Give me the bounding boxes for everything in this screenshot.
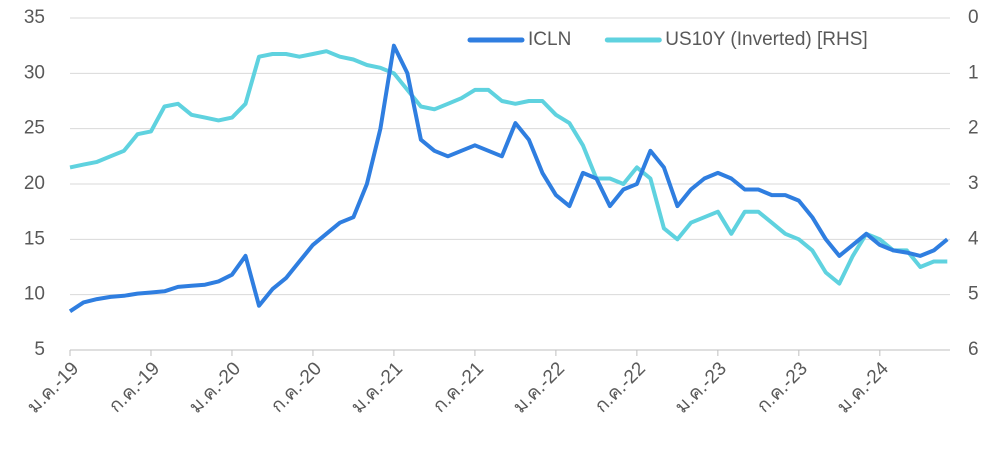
x-tick-label: ก.ค.-21: [429, 358, 488, 417]
y2-tick-label: 4: [968, 228, 979, 249]
series-line: [68, 43, 949, 313]
y-tick-label: 35: [24, 7, 45, 28]
x-tick-label: ม.ค.-21: [347, 358, 407, 418]
x-tick-label: ม.ค.-24: [833, 358, 893, 418]
y2-tick-label: 1: [968, 62, 979, 83]
y-tick-label: 10: [24, 284, 45, 305]
y2-tick-label: 5: [968, 284, 979, 305]
y-tick-label: 5: [34, 339, 45, 360]
y2-tick-label: 6: [968, 339, 979, 360]
y-tick-label: 30: [24, 62, 45, 83]
x-tick-label: ก.ค.-22: [591, 358, 650, 417]
legend-label: US10Y (Inverted) [RHS]: [665, 29, 867, 50]
y2-tick-label: 0: [968, 7, 979, 28]
series-line: [69, 49, 948, 286]
y2-tick-label: 3: [968, 173, 979, 194]
x-tick-label: ม.ค.-19: [23, 358, 83, 418]
y-tick-label: 15: [24, 228, 45, 249]
x-tick-label: ม.ค.-22: [509, 358, 569, 418]
y-tick-label: 20: [24, 173, 45, 194]
legend-label: ICLN: [528, 29, 571, 50]
x-tick-label: ก.ค.-20: [267, 358, 326, 417]
y-tick-label: 25: [24, 118, 45, 139]
x-tick-label: ก.ค.-23: [753, 358, 812, 417]
y2-tick-label: 2: [968, 118, 979, 139]
x-tick-label: ม.ค.-23: [671, 358, 731, 418]
x-tick-label: ม.ค.-20: [185, 358, 245, 418]
x-tick-label: ก.ค.-19: [105, 358, 164, 417]
